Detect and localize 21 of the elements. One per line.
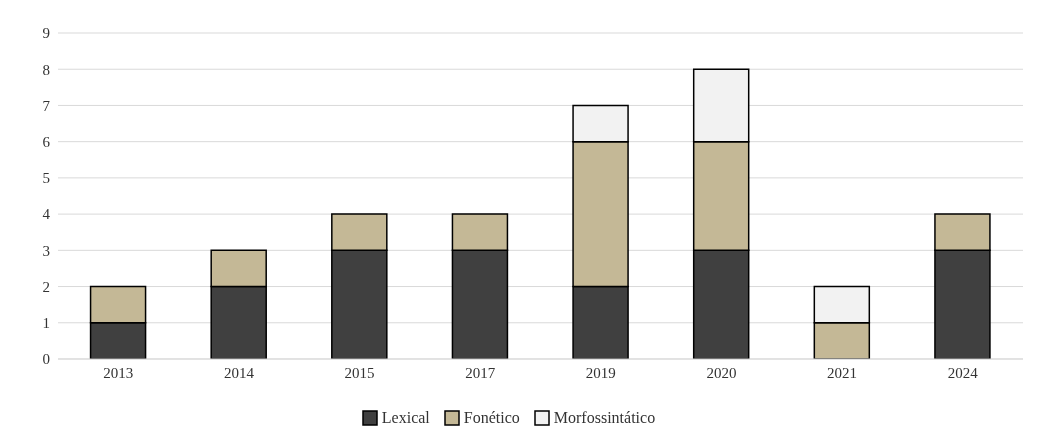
y-tick-label: 5 bbox=[42, 170, 50, 187]
legend-label: Lexical bbox=[381, 409, 430, 427]
x-tick-label: 2019 bbox=[585, 364, 616, 381]
legend-label: Fonético bbox=[463, 409, 520, 427]
y-tick-label: 6 bbox=[42, 133, 51, 150]
x-tick-label: 2014 bbox=[223, 364, 255, 381]
y-tick-label: 4 bbox=[42, 206, 51, 223]
y-tick-label: 1 bbox=[42, 315, 50, 332]
x-tick-label: 2013 bbox=[103, 364, 134, 381]
x-tick-label: 2017 bbox=[465, 364, 496, 381]
y-tick-label: 8 bbox=[42, 61, 50, 78]
x-tick-label: 2020 bbox=[706, 364, 737, 381]
x-tick-label: 2024 bbox=[947, 364, 979, 381]
y-tick-label: 7 bbox=[42, 97, 51, 114]
y-tick-label: 0 bbox=[42, 351, 50, 368]
y-tick-label: 9 bbox=[42, 25, 50, 42]
y-tick-label: 3 bbox=[42, 242, 50, 259]
x-tick-label: 2015 bbox=[344, 364, 375, 381]
y-tick-label: 2 bbox=[42, 278, 50, 295]
legend-label: Morfossintático bbox=[553, 409, 656, 427]
x-tick-label: 2021 bbox=[827, 364, 858, 381]
